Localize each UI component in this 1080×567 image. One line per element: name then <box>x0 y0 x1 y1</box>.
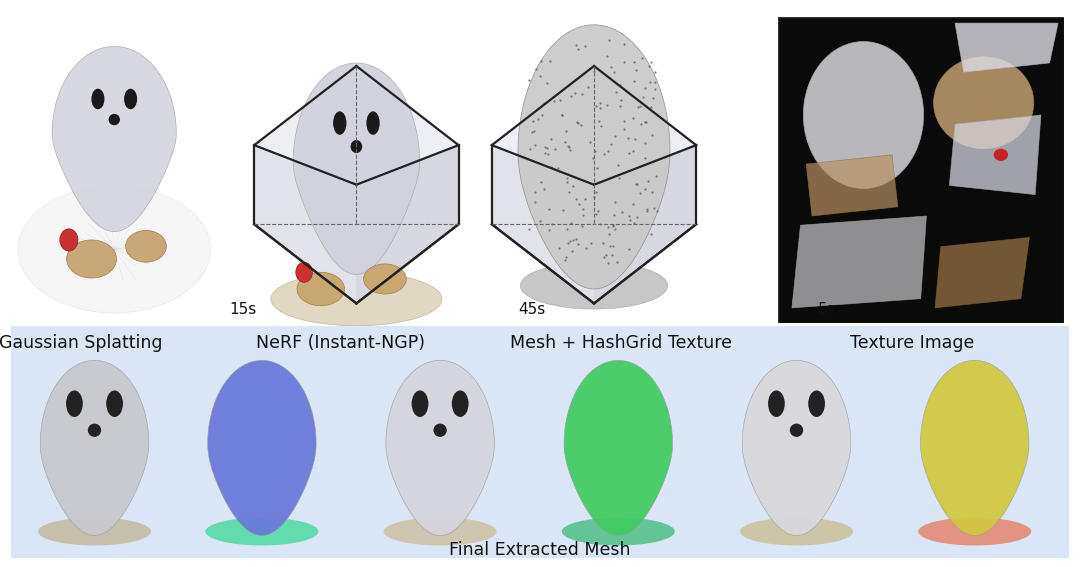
Ellipse shape <box>67 240 117 278</box>
Text: 5s: 5s <box>818 302 835 316</box>
Ellipse shape <box>364 264 406 294</box>
Polygon shape <box>356 145 459 303</box>
Ellipse shape <box>933 57 1034 149</box>
Ellipse shape <box>433 424 447 437</box>
Polygon shape <box>920 361 1029 535</box>
Text: NeRF (Instant-NGP): NeRF (Instant-NGP) <box>256 334 424 352</box>
Polygon shape <box>742 361 851 535</box>
Polygon shape <box>386 361 495 535</box>
Ellipse shape <box>789 424 804 437</box>
Text: 45s: 45s <box>518 302 545 316</box>
Ellipse shape <box>351 140 362 153</box>
Ellipse shape <box>994 149 1008 161</box>
Ellipse shape <box>366 111 380 135</box>
Polygon shape <box>935 238 1029 308</box>
Polygon shape <box>52 46 176 231</box>
Polygon shape <box>792 216 927 308</box>
Polygon shape <box>778 17 1064 323</box>
Ellipse shape <box>18 186 211 313</box>
Ellipse shape <box>383 518 497 545</box>
Text: Gaussian Splatting: Gaussian Splatting <box>0 334 163 352</box>
Ellipse shape <box>918 518 1031 545</box>
Ellipse shape <box>297 272 345 306</box>
Polygon shape <box>594 145 697 303</box>
Polygon shape <box>955 23 1058 72</box>
Ellipse shape <box>411 391 429 417</box>
Ellipse shape <box>451 391 469 417</box>
Polygon shape <box>293 63 420 274</box>
Polygon shape <box>207 361 316 535</box>
FancyBboxPatch shape <box>0 326 1080 558</box>
Polygon shape <box>949 115 1041 194</box>
Ellipse shape <box>521 262 667 309</box>
Ellipse shape <box>271 272 442 326</box>
Ellipse shape <box>740 518 853 545</box>
Ellipse shape <box>808 391 825 417</box>
Ellipse shape <box>125 230 166 262</box>
Polygon shape <box>491 66 697 185</box>
Text: Texture Image: Texture Image <box>850 334 975 352</box>
Ellipse shape <box>804 41 923 188</box>
Polygon shape <box>491 145 594 303</box>
Ellipse shape <box>66 391 83 417</box>
Ellipse shape <box>296 263 312 282</box>
Polygon shape <box>518 25 670 289</box>
Ellipse shape <box>106 391 123 417</box>
Ellipse shape <box>562 518 675 545</box>
Ellipse shape <box>109 114 120 125</box>
Polygon shape <box>806 155 897 216</box>
Ellipse shape <box>333 111 347 135</box>
Ellipse shape <box>92 88 105 109</box>
Polygon shape <box>254 66 459 185</box>
Ellipse shape <box>38 518 151 545</box>
Ellipse shape <box>205 518 319 545</box>
Ellipse shape <box>87 424 102 437</box>
Text: Mesh + HashGrid Texture: Mesh + HashGrid Texture <box>510 334 732 352</box>
Text: Final Extracted Mesh: Final Extracted Mesh <box>449 541 631 559</box>
Polygon shape <box>40 361 149 535</box>
Ellipse shape <box>768 391 785 417</box>
Text: 15s: 15s <box>229 302 257 316</box>
Ellipse shape <box>124 88 137 109</box>
Polygon shape <box>254 145 356 303</box>
Polygon shape <box>564 361 673 535</box>
Ellipse shape <box>59 229 78 251</box>
